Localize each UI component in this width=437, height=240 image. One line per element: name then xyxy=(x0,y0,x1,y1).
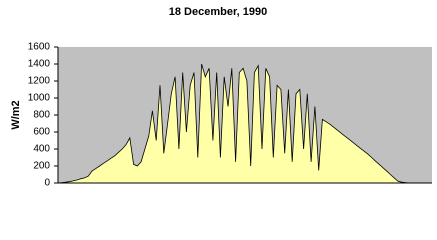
chart: 18 December, 1990 W/m2 0 200 400 600 800 1000… xyxy=(10,6,432,189)
y-tick-label: 200 xyxy=(33,161,50,172)
chart-title: 18 December, 1990 xyxy=(169,6,267,18)
y-axis-label: W/m2 xyxy=(10,100,22,129)
y-tick-label: 400 xyxy=(33,144,50,155)
y-tick-label: 800 xyxy=(33,110,50,121)
y-tick-label: 1400 xyxy=(28,59,51,70)
area xyxy=(57,63,432,184)
y-tick-label: 1200 xyxy=(28,76,51,87)
y-tick-label: 0 xyxy=(44,178,50,189)
y-tick-label: 1000 xyxy=(28,93,51,104)
y-tick-label: 600 xyxy=(33,127,50,138)
y-tick-label: 1600 xyxy=(28,42,51,53)
